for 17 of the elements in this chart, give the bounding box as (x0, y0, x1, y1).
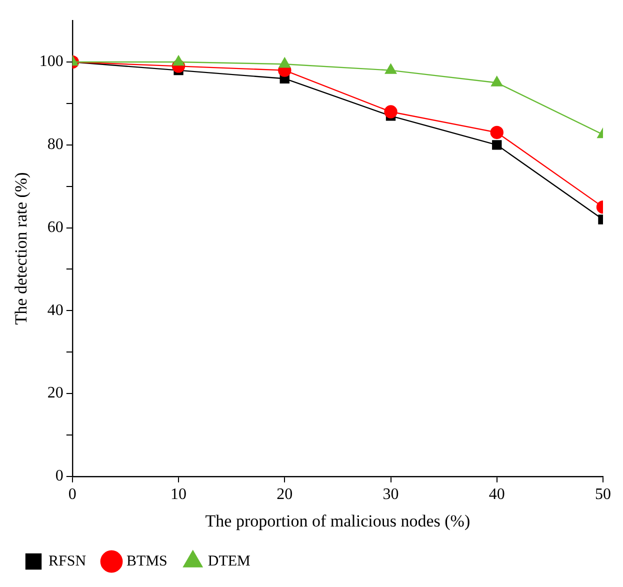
x-tick-label: 30 (382, 486, 399, 504)
x-axis-title: The proportion of malicious nodes (%) (205, 511, 470, 530)
y-tick-label: 60 (47, 218, 64, 236)
y-tick-label: 100 (39, 53, 64, 70)
legend-label: RFSN (48, 553, 86, 570)
y-axis-title: The detection rate (%) (12, 172, 31, 325)
y-tick-label: 40 (47, 302, 64, 319)
x-tick-label: 10 (170, 486, 187, 504)
x-tick-label: 40 (488, 486, 505, 504)
y-tick-label: 0 (55, 468, 64, 485)
x-tick-label: 50 (595, 486, 611, 504)
x-tick-label: 20 (276, 486, 293, 504)
y-tick-label: 80 (47, 136, 64, 154)
legend-label: DTEM (208, 553, 250, 570)
y-tick-label: 20 (47, 384, 64, 402)
legend-label: BTMS (126, 553, 168, 570)
x-tick-label: 0 (68, 486, 76, 504)
